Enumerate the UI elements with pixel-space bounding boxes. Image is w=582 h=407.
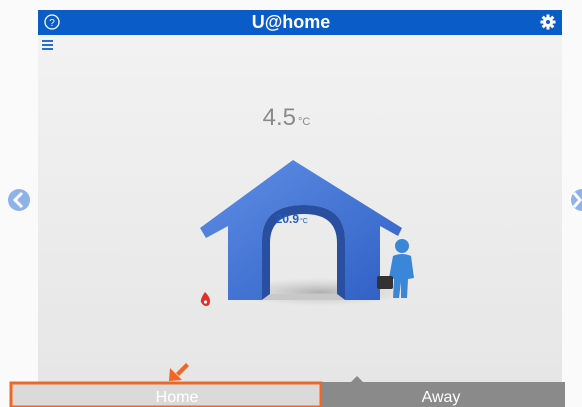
away-tab-label[interactable]: Away bbox=[422, 389, 461, 406]
indoor-temperature: 20.9 bbox=[276, 212, 300, 226]
outdoor-temperature: 4.5 bbox=[263, 104, 296, 131]
page: ? U@home 4.5 °C 20.9 °C bbox=[0, 0, 582, 407]
indoor-temperature-unit: °C bbox=[300, 217, 308, 225]
settings-icon[interactable] bbox=[541, 15, 556, 30]
app-screen: ? U@home 4.5 °C 20.9 °C bbox=[0, 0, 582, 407]
app-title: U@home bbox=[252, 12, 331, 32]
outdoor-temperature-unit: °C bbox=[298, 116, 310, 128]
heating-icon-center bbox=[204, 300, 207, 303]
svg-text:?: ? bbox=[49, 18, 55, 29]
home-tab-label[interactable]: Home bbox=[156, 389, 199, 406]
previous-arrow[interactable] bbox=[8, 189, 30, 211]
